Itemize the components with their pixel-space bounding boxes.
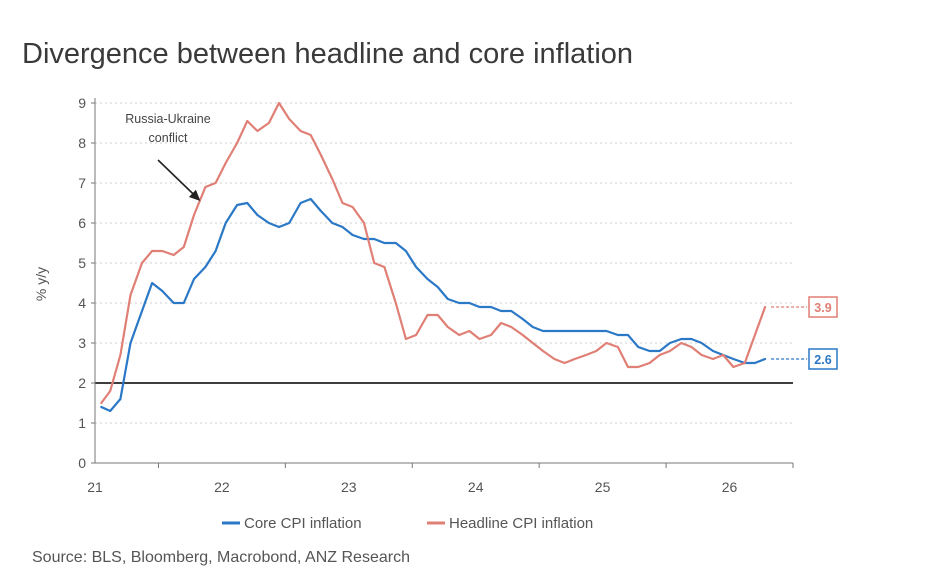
x-tick-label: 26 bbox=[722, 479, 738, 495]
series-lines bbox=[100, 101, 767, 413]
annotation-text-line2: conflict bbox=[149, 131, 188, 145]
y-tick-label: 6 bbox=[78, 215, 86, 231]
series-line-core bbox=[100, 197, 767, 413]
x-tick-label: 24 bbox=[468, 479, 484, 495]
end-labels: 2.6 3.9 bbox=[771, 296, 838, 370]
y-tick-label: 9 bbox=[78, 95, 86, 111]
series-line-headline bbox=[100, 101, 767, 405]
y-tick-label: 0 bbox=[78, 455, 86, 471]
y-tick-label: 8 bbox=[78, 135, 86, 151]
annotation-arrow-icon bbox=[157, 159, 197, 198]
x-tick-label: 22 bbox=[214, 479, 230, 495]
legend: Core CPI inflation Headline CPI inflation bbox=[222, 515, 593, 532]
y-tick-label: 5 bbox=[78, 255, 86, 271]
legend-label-core: Core CPI inflation bbox=[244, 515, 362, 532]
x-axis-ticks: 21 22 23 24 25 26 bbox=[87, 463, 794, 495]
x-tick-label: 23 bbox=[341, 479, 357, 495]
legend-label-headline: Headline CPI inflation bbox=[449, 515, 593, 532]
end-label-box bbox=[808, 348, 838, 370]
annotation-russia-ukraine: Russia-Ukraine conflict bbox=[125, 112, 211, 201]
y-tick-label: 7 bbox=[78, 175, 86, 191]
y-axis-label: % y/y bbox=[33, 267, 49, 301]
end-label-value: 3.9 bbox=[814, 301, 831, 315]
y-axis-ticks: 0 1 2 3 4 5 6 7 8 9 bbox=[78, 95, 95, 471]
gridlines bbox=[95, 102, 793, 424]
y-tick-label: 3 bbox=[78, 335, 86, 351]
end-label-value: 2.6 bbox=[814, 353, 831, 367]
annotation-text-line1: Russia-Ukraine bbox=[125, 112, 210, 126]
y-tick-label: 1 bbox=[78, 415, 86, 431]
source-note: Source: BLS, Bloomberg, Macrobond, ANZ R… bbox=[32, 549, 410, 566]
end-label-box bbox=[808, 296, 838, 318]
x-tick-label: 25 bbox=[595, 479, 611, 495]
x-tick-label: 21 bbox=[87, 479, 103, 495]
y-tick-label: 2 bbox=[78, 375, 86, 391]
annotation-arrowhead-icon bbox=[188, 189, 201, 201]
y-tick-label: 4 bbox=[78, 295, 86, 311]
chart-title: Divergence between headline and core inf… bbox=[22, 38, 634, 70]
